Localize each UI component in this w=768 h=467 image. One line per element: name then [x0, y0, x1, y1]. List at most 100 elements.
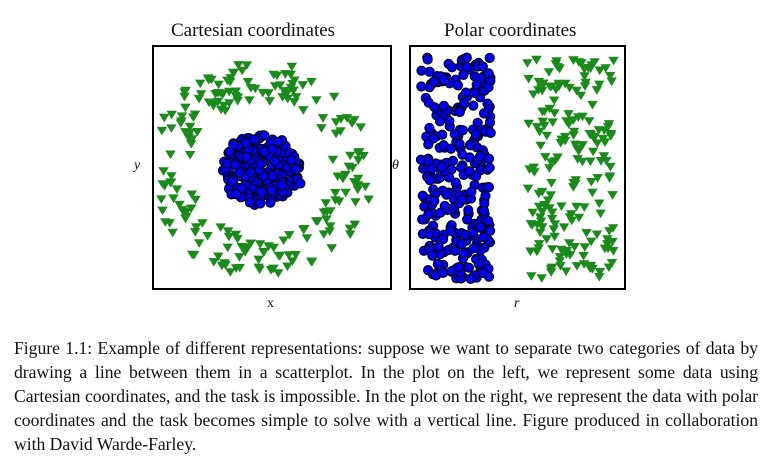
- triangle-point: [291, 93, 302, 102]
- circle-point: [475, 151, 486, 162]
- triangle-point: [539, 202, 551, 211]
- circle-point: [484, 117, 496, 128]
- triangle-point: [545, 191, 556, 200]
- triangle-point: [594, 199, 605, 208]
- triangle-point: [193, 94, 205, 104]
- circle-point: [244, 197, 256, 208]
- triangle-point: [271, 71, 283, 81]
- circle-point: [458, 248, 469, 259]
- triangle-point: [542, 196, 554, 205]
- triangle-point: [298, 106, 309, 115]
- triangle-point: [166, 172, 177, 181]
- circle-point: [256, 187, 268, 198]
- triangle-point: [165, 150, 176, 160]
- triangle-point: [352, 185, 363, 195]
- triangle-point: [554, 64, 565, 73]
- circle-point: [426, 163, 437, 174]
- triangle-point: [263, 89, 274, 98]
- triangle-point: [306, 77, 317, 87]
- left-panel-title: Cartesian coordinates: [171, 20, 336, 41]
- triangle-point: [258, 248, 269, 257]
- circle-point: [478, 232, 489, 243]
- triangle-point: [210, 90, 221, 99]
- triangle-point: [579, 243, 590, 252]
- triangle-point: [254, 240, 266, 249]
- triangle-point: [335, 115, 347, 124]
- triangle-point: [605, 162, 616, 172]
- triangle-point: [341, 114, 353, 123]
- triangle-point: [190, 228, 201, 237]
- triangle-point: [593, 126, 605, 135]
- circle-point: [485, 225, 496, 236]
- triangle-point: [345, 151, 356, 161]
- left-ylabel: y: [134, 158, 141, 173]
- left-xlabel: x: [267, 296, 274, 311]
- triangle-point: [217, 89, 229, 99]
- triangle-point: [253, 255, 264, 265]
- triangle-point: [363, 195, 374, 204]
- triangle-point: [180, 103, 191, 113]
- triangle-point: [536, 274, 547, 283]
- triangle-point: [532, 220, 543, 230]
- triangle-point: [523, 119, 534, 129]
- circle-point: [230, 159, 241, 170]
- triangle-point: [578, 251, 589, 261]
- triangle-point: [585, 130, 597, 140]
- triangle-point: [607, 238, 618, 247]
- triangle-point: [234, 253, 245, 262]
- circle-point: [269, 156, 280, 167]
- triangle-point: [263, 242, 274, 251]
- circle-point: [449, 129, 460, 140]
- triangle-point: [579, 203, 590, 212]
- circle-point: [463, 262, 474, 273]
- triangle-point: [571, 202, 582, 212]
- circle-point: [416, 81, 427, 92]
- triangle-point: [287, 257, 298, 266]
- triangle-point: [192, 128, 203, 137]
- triangle-point: [573, 147, 584, 156]
- triangle-point: [186, 190, 197, 200]
- triangle-point: [585, 261, 597, 271]
- polar-points: [415, 52, 619, 284]
- circle-point: [446, 62, 458, 73]
- triangle-point: [233, 61, 244, 70]
- triangle-point: [156, 195, 167, 204]
- plot-frame: [409, 45, 626, 290]
- triangle-point: [551, 57, 562, 66]
- circle-point: [428, 76, 439, 87]
- triangle-point: [270, 82, 281, 91]
- circle-point: [483, 182, 495, 193]
- triangle-point: [197, 219, 208, 228]
- circle-point: [483, 82, 494, 93]
- triangle-point: [278, 236, 289, 245]
- triangle-point: [608, 56, 619, 66]
- triangle-point: [554, 257, 565, 266]
- circle-point: [276, 180, 288, 191]
- triangle-point: [360, 182, 371, 192]
- triangle-point: [191, 223, 202, 232]
- triangle-point: [571, 262, 583, 271]
- triangle-point: [176, 112, 188, 121]
- triangle-point: [219, 259, 230, 268]
- triangle-point: [168, 194, 179, 203]
- triangle-point: [602, 244, 614, 254]
- triangle-point: [579, 65, 590, 74]
- circle-point: [255, 158, 266, 170]
- polar-scatterplot: [409, 45, 626, 290]
- triangle-point: [549, 109, 560, 118]
- triangle-point: [526, 272, 537, 281]
- triangle-point: [224, 99, 235, 108]
- circle-point: [461, 52, 472, 63]
- triangle-point: [177, 206, 188, 215]
- triangle-point: [595, 157, 607, 166]
- circle-point: [423, 97, 434, 108]
- triangle-point: [287, 79, 298, 89]
- triangle-point: [594, 80, 605, 90]
- circle-point: [465, 273, 476, 284]
- triangle-point: [202, 232, 213, 241]
- triangle-point: [327, 155, 339, 165]
- triangle-point: [325, 222, 336, 231]
- triangle-point: [555, 139, 566, 148]
- circle-point: [485, 127, 496, 139]
- triangle-point: [184, 122, 196, 132]
